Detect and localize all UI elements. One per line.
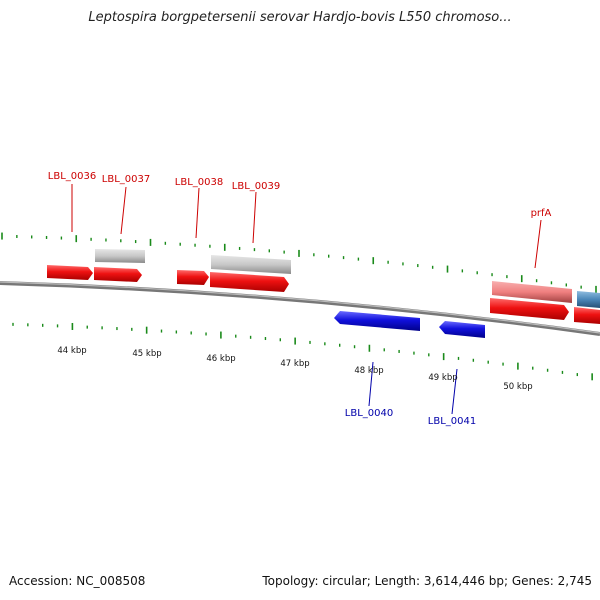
kbp-label-46: 46 kbp [206,354,235,364]
kbp-label-50: 50 kbp [503,382,532,392]
gene-arrow-prfA[interactable] [490,298,569,320]
pseudogene-lbl-0037[interactable] [95,249,145,263]
pseudogene-lbl-0039[interactable] [211,255,291,274]
kbp-label-47: 47 kbp [280,359,309,369]
gene-label-lbl-0039[interactable]: LBL_0039 [232,181,280,192]
gene-label-lbl-0038[interactable]: LBL_0038 [175,177,223,188]
gene-label-lbl-0040[interactable]: LBL_0040 [345,408,393,419]
accession-text: Accession: NC_008508 [9,574,146,588]
kbp-label-48: 48 kbp [354,366,383,376]
gene-arrow-lbl-0036[interactable] [47,265,93,280]
gene-arrow-next-forward[interactable] [574,307,600,324]
gene-labels: LBL_0036 LBL_0037 LBL_0038 LBL_0039 prfA… [48,171,552,427]
gene-label-lbl-0037[interactable]: LBL_0037 [102,174,150,185]
gene-arrow-lbl-0040[interactable] [334,311,420,331]
reverse-strand-genes [334,311,485,338]
feature-genes [95,249,600,308]
gene-arrow-lbl-0041[interactable] [439,321,485,338]
chromosome-backbone [0,281,600,336]
gene-label-prfA[interactable]: prfA [531,208,552,219]
gene-label-lbl-0036[interactable]: LBL_0036 [48,171,96,182]
gene-arrow-lbl-0039[interactable] [210,272,289,292]
rna-gene-prfA[interactable] [492,281,572,303]
other-gene-edge[interactable] [577,291,600,308]
topology-text: Topology: circular; Length: 3,614,446 bp… [262,574,592,588]
gene-arrow-lbl-0038[interactable] [177,270,209,285]
gene-label-lbl-0041[interactable]: LBL_0041 [428,416,476,427]
forward-strand-genes [47,265,600,324]
gene-arrow-lbl-0037[interactable] [94,267,142,282]
chromosome-backbone-highlight [0,281,600,334]
gene-label-leaders [71,184,542,415]
kbp-label-45: 45 kbp [132,349,161,359]
map-title: Leptospira borgpetersenii serovar Hardjo… [88,10,512,25]
kbp-label-49: 49 kbp [428,373,457,383]
tick-marks [1,232,597,381]
kbp-labels: 44 kbp 45 kbp 46 kbp 47 kbp 48 kbp 49 kb… [57,346,532,392]
kbp-label-44: 44 kbp [57,346,86,356]
